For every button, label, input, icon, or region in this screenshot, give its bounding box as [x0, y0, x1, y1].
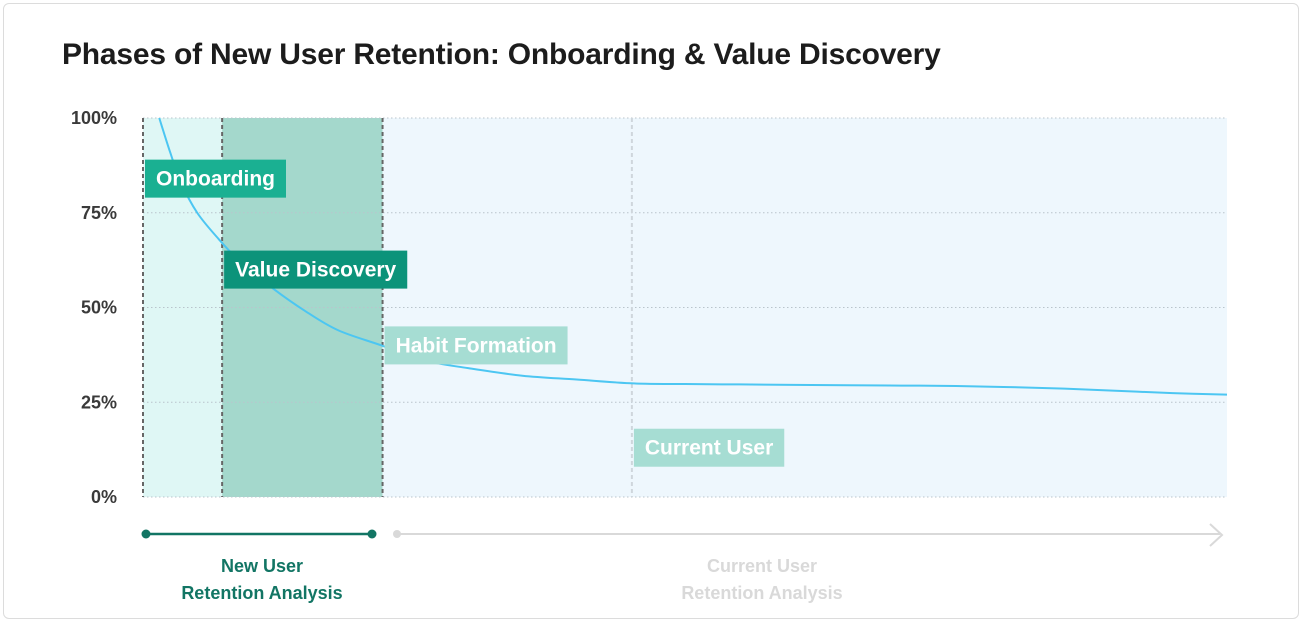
new-user-timeline-start-dot [141, 529, 151, 539]
phase-tag-label: Value Discovery [235, 259, 396, 282]
y-tick-label: 75% [81, 203, 117, 223]
new-user-caption-line1: New User [221, 556, 303, 576]
y-tick-label: 100% [71, 108, 117, 128]
phase-tag-label: Onboarding [156, 168, 275, 191]
phase-tag-label: Habit Formation [396, 334, 557, 357]
y-tick-label: 25% [81, 392, 117, 412]
current-user-caption-line1: Current User [707, 556, 817, 576]
current-user-caption-line2: Retention Analysis [681, 583, 842, 603]
retention-curve [158, 117, 1228, 396]
current-user-timeline: Current User Retention Analysis [393, 523, 1224, 603]
new-user-timeline: New User Retention Analysis [141, 529, 377, 603]
phase-tag-current-user: Current User [633, 428, 785, 467]
phase-tag-value-discovery: Value Discovery [224, 250, 408, 289]
phase-tag-habit-formation: Habit Formation [384, 326, 568, 365]
arrow-right-icon [1209, 523, 1224, 547]
diagram-title: Phases of New User Retention: Onboarding… [62, 38, 941, 71]
phase-tag-background [633, 428, 785, 467]
new-user-timeline-end-dot [367, 529, 377, 539]
phase-tag-onboarding: Onboarding [145, 159, 286, 198]
y-tick-label: 50% [81, 298, 117, 318]
phase-tag-background [384, 326, 568, 365]
phase-tag-label: Current User [645, 437, 773, 460]
new-user-caption-line2: Retention Analysis [181, 583, 342, 603]
phase-tag-background [224, 250, 408, 289]
y-tick-label: 0% [91, 487, 117, 507]
phase-tag-background [145, 159, 286, 198]
